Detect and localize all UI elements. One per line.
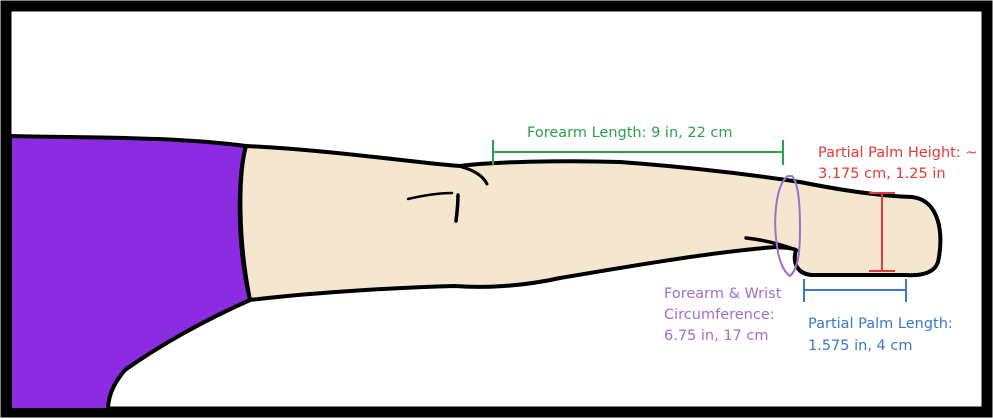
palm-length-marker [803,279,907,302]
wrist-circumference-loop [774,175,802,278]
elbow-crease [406,191,454,201]
wrist-circumference-label-line3: 6.75 in, 17 cm [664,328,769,344]
forearm [238,144,943,302]
palm-length-label-line2: 1.575 in, 4 cm [808,338,913,354]
wrist-circumference-label-line2: Circumference: [664,307,775,323]
palm-height-marker [869,192,895,272]
palm-height-label-line1: Partial Palm Height: ~ [818,145,978,161]
wrist-circumference-label-line1: Forearm & Wrist [664,286,782,302]
palm-length-label-line1: Partial Palm Length: [808,316,953,332]
forearm-length-marker [492,140,784,165]
forearm-length-label: Forearm Length: 9 in, 22 cm [527,125,733,141]
skin-fold-line [460,165,489,186]
wrist-line [744,236,798,252]
elbow-crease-tick [454,193,460,223]
palm-height-label-line2: 3.175 cm, 1.25 in [818,166,946,182]
